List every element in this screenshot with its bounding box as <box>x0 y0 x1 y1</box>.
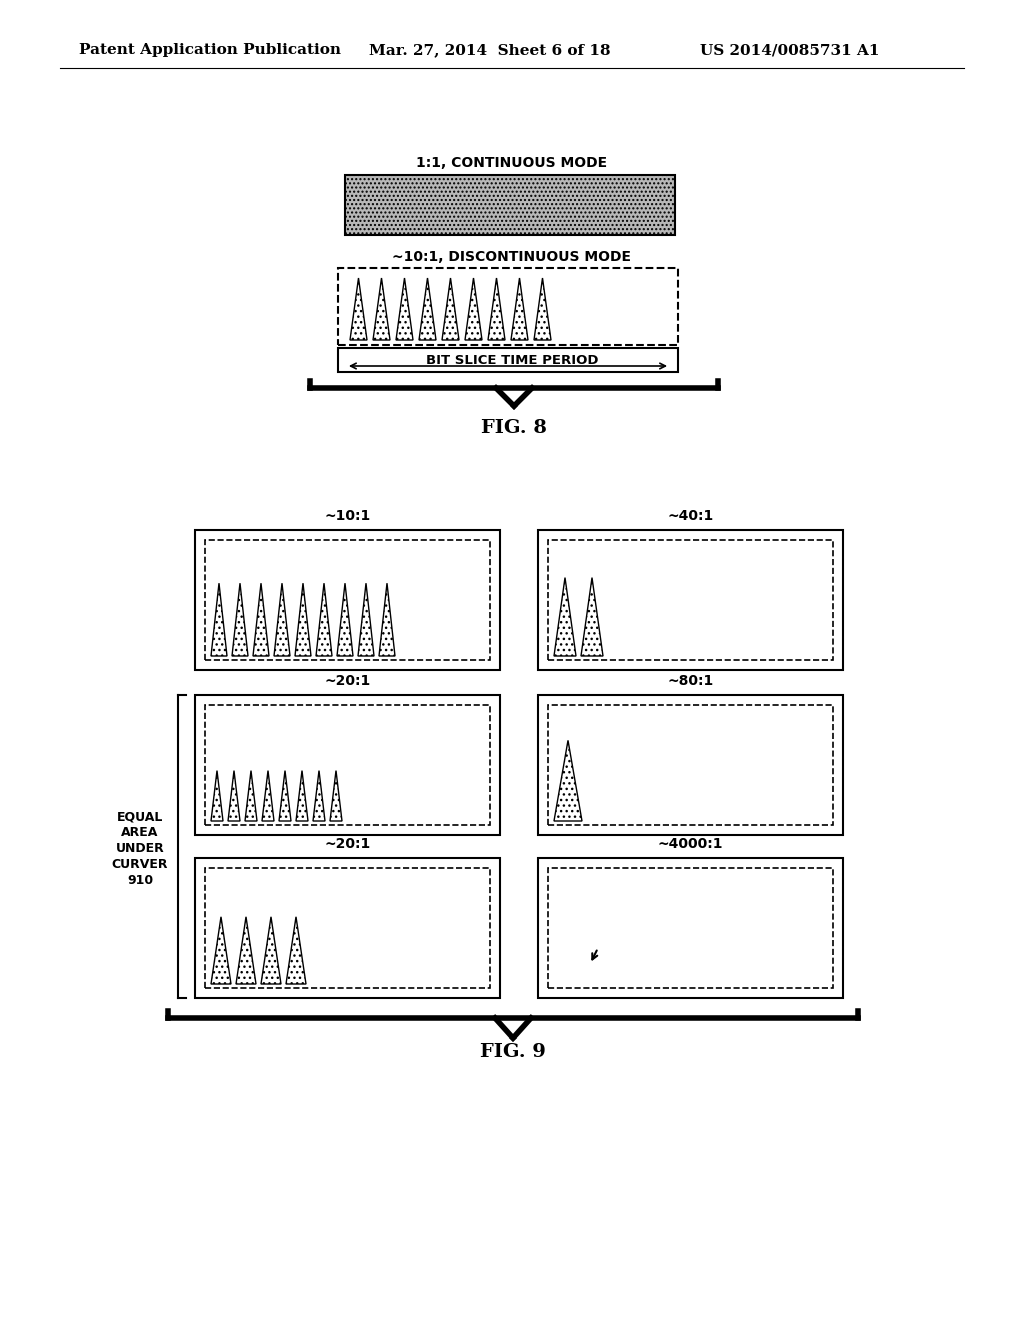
Bar <box>205 705 490 825</box>
Bar <box>538 696 843 836</box>
Polygon shape <box>228 771 240 821</box>
Polygon shape <box>296 771 308 821</box>
Polygon shape <box>358 583 374 656</box>
Polygon shape <box>261 917 281 983</box>
Bar <box>338 348 678 372</box>
Text: AREA: AREA <box>121 826 159 840</box>
Polygon shape <box>581 578 603 656</box>
Bar <box>205 540 490 660</box>
Polygon shape <box>379 583 395 656</box>
Polygon shape <box>279 771 291 821</box>
Polygon shape <box>534 279 551 341</box>
Bar <box>195 696 500 836</box>
Text: ~20:1: ~20:1 <box>325 675 371 688</box>
Bar <box>195 858 500 998</box>
Bar <box>195 531 500 671</box>
Polygon shape <box>442 279 459 341</box>
Bar <box>345 176 675 235</box>
Text: ~20:1: ~20:1 <box>325 837 371 851</box>
Text: ~40:1: ~40:1 <box>668 510 714 523</box>
Text: ~80:1: ~80:1 <box>668 675 714 688</box>
Polygon shape <box>262 771 274 821</box>
Bar <box>548 705 833 825</box>
Polygon shape <box>286 917 306 983</box>
Polygon shape <box>554 741 582 821</box>
Polygon shape <box>373 279 390 341</box>
Polygon shape <box>337 583 353 656</box>
Polygon shape <box>554 578 575 656</box>
Polygon shape <box>211 583 227 656</box>
Text: Mar. 27, 2014  Sheet 6 of 18: Mar. 27, 2014 Sheet 6 of 18 <box>370 44 610 57</box>
Text: US 2014/0085731 A1: US 2014/0085731 A1 <box>700 44 880 57</box>
Polygon shape <box>511 279 528 341</box>
Polygon shape <box>211 917 231 983</box>
Text: ~4000:1: ~4000:1 <box>657 837 723 851</box>
Polygon shape <box>465 279 482 341</box>
Text: BIT SLICE TIME PERIOD: BIT SLICE TIME PERIOD <box>426 354 598 367</box>
Text: ~10:1: ~10:1 <box>325 510 371 523</box>
Polygon shape <box>488 279 505 341</box>
Polygon shape <box>396 279 413 341</box>
Polygon shape <box>350 279 367 341</box>
Bar <box>538 858 843 998</box>
Bar <box>538 531 843 671</box>
Text: UNDER: UNDER <box>116 842 165 855</box>
Polygon shape <box>253 583 269 656</box>
Polygon shape <box>245 771 257 821</box>
Text: FIG. 9: FIG. 9 <box>480 1043 546 1061</box>
Bar <box>548 869 833 987</box>
Polygon shape <box>313 771 325 821</box>
Bar <box>338 268 678 345</box>
Polygon shape <box>419 279 436 341</box>
Polygon shape <box>295 583 311 656</box>
Polygon shape <box>274 583 290 656</box>
Text: 910: 910 <box>127 874 153 887</box>
Polygon shape <box>330 771 342 821</box>
Text: CURVER: CURVER <box>112 858 168 871</box>
Polygon shape <box>232 583 248 656</box>
Polygon shape <box>316 583 332 656</box>
Bar <box>205 869 490 987</box>
Text: Patent Application Publication: Patent Application Publication <box>79 44 341 57</box>
Text: ~10:1, DISCONTINUOUS MODE: ~10:1, DISCONTINUOUS MODE <box>392 249 632 264</box>
Bar <box>548 540 833 660</box>
Text: FIG. 8: FIG. 8 <box>481 418 547 437</box>
Polygon shape <box>236 917 256 983</box>
Text: 1:1, CONTINUOUS MODE: 1:1, CONTINUOUS MODE <box>417 156 607 170</box>
Text: EQUAL: EQUAL <box>117 810 163 822</box>
Polygon shape <box>211 771 223 821</box>
